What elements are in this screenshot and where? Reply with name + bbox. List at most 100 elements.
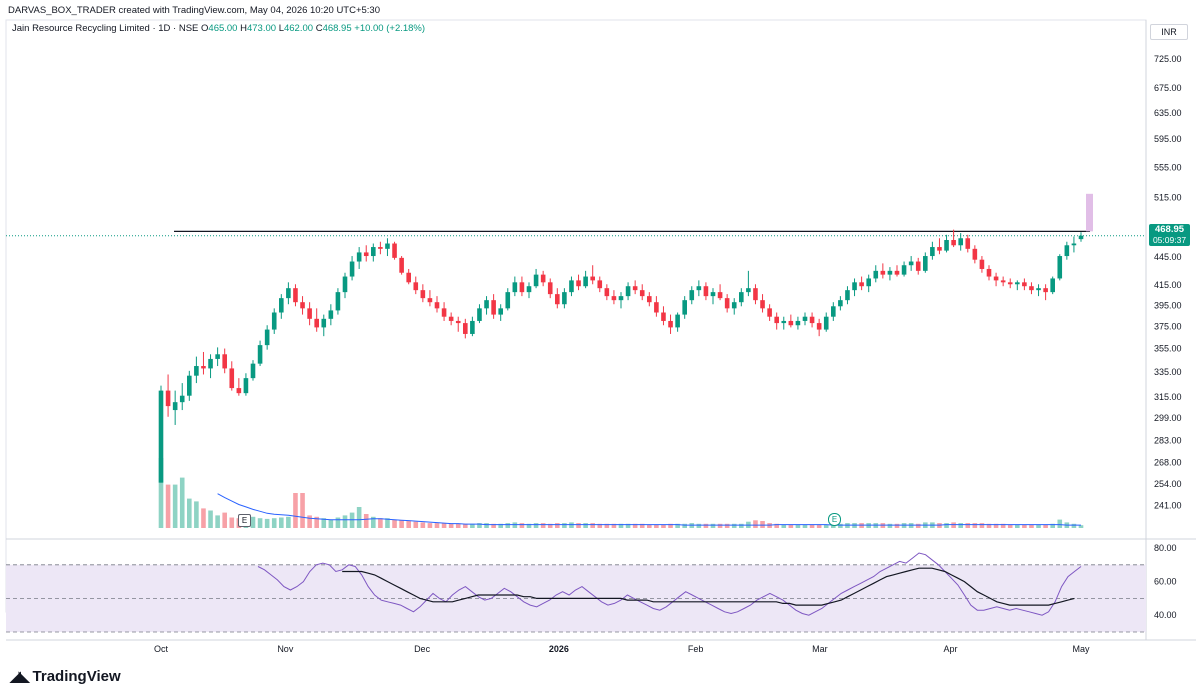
volume-bar <box>250 516 256 528</box>
last-price: 468.95 <box>1154 224 1185 235</box>
volume-bar <box>555 523 560 528</box>
candle-up <box>625 286 631 297</box>
candle-down <box>753 288 758 301</box>
candle-up <box>208 358 213 369</box>
tradingview-logo[interactable]: ◢◣ TradingView <box>10 668 121 685</box>
volume-bar <box>547 523 553 528</box>
volume-bar <box>894 523 900 528</box>
low-value: 462.00 <box>283 23 314 34</box>
candle-up <box>731 302 737 309</box>
volume-bar <box>505 523 511 528</box>
price-tick-label: 415.00 <box>1154 280 1182 290</box>
candle-up <box>901 265 907 275</box>
volume-bar <box>668 523 673 528</box>
candle-up <box>194 366 199 376</box>
candle-up <box>328 310 334 319</box>
volume-bar <box>172 484 178 528</box>
candle-up <box>562 292 567 305</box>
volume-bar <box>710 523 716 528</box>
candle-down <box>427 298 433 303</box>
candle-down <box>1043 288 1048 293</box>
candle-up <box>696 286 702 291</box>
volume-bar <box>257 518 263 528</box>
candle-up <box>908 261 914 266</box>
volume-bar <box>1000 523 1006 528</box>
volume-bar <box>512 522 518 528</box>
volume-bar <box>208 510 213 528</box>
volume-bar <box>1050 523 1055 528</box>
time-tick-label: Feb <box>688 644 704 654</box>
candle-down <box>314 318 319 328</box>
candle-up <box>1057 256 1063 279</box>
candle-down <box>993 276 999 281</box>
volume-bar <box>986 523 992 528</box>
open-value: 465.00 <box>208 23 238 34</box>
earnings-event-icon[interactable]: E <box>238 514 251 527</box>
time-tick-label: Nov <box>277 644 294 654</box>
rsi-ma-line <box>342 567 1075 606</box>
candle-down <box>774 316 779 324</box>
volume-bar <box>639 523 645 528</box>
candle-up <box>264 329 270 346</box>
candle-down <box>165 390 171 407</box>
candle-down <box>604 288 610 297</box>
volume-bar <box>392 519 397 528</box>
volume-bar <box>753 520 758 528</box>
volume-bar <box>484 523 489 528</box>
candle-down <box>986 268 992 277</box>
candle-up <box>498 308 503 315</box>
volume-bar <box>696 523 702 528</box>
tradingview-logo-icon: ◢◣ <box>10 668 29 684</box>
volume-bar <box>477 523 482 528</box>
earnings-event-icon[interactable]: E <box>828 513 841 526</box>
candle-up <box>682 300 687 315</box>
candle-down <box>555 294 560 305</box>
high-value: 473.00 <box>246 23 277 34</box>
candle-down <box>632 286 638 291</box>
candle-down <box>236 388 242 394</box>
time-tick-label: Dec <box>414 644 431 654</box>
price-tick-label: 315.00 <box>1154 392 1182 402</box>
close-label: C <box>315 23 323 34</box>
volume-bar <box>816 524 822 528</box>
volume-ma-line <box>217 493 1081 526</box>
candle-down <box>654 302 659 313</box>
candle-up <box>618 296 624 301</box>
volume-bar <box>1029 524 1034 528</box>
candle-down <box>434 302 440 309</box>
volume-bar <box>1057 519 1063 528</box>
candle-up <box>873 270 879 279</box>
candle-up <box>569 280 574 293</box>
candle-up <box>1036 288 1041 291</box>
candle-up <box>250 363 256 379</box>
candle-down <box>406 272 411 283</box>
candle-down <box>441 308 447 317</box>
volume-bar <box>279 517 284 528</box>
candle-up <box>958 238 963 246</box>
candle-down <box>937 247 942 251</box>
candle-down <box>1029 286 1034 291</box>
currency-button[interactable]: INR <box>1150 24 1188 40</box>
candle-down <box>420 290 426 299</box>
candle-down <box>222 354 227 369</box>
candle-up <box>1015 282 1020 285</box>
volume-bar <box>958 523 963 528</box>
price-tick-label: 283.00 <box>1154 435 1182 445</box>
candle-up <box>321 318 327 328</box>
candle-up <box>335 292 341 311</box>
volume-bar <box>363 514 369 528</box>
volume-bar <box>194 501 199 528</box>
volume-bar <box>264 518 270 528</box>
candle-down <box>972 248 978 260</box>
candle-up <box>746 288 751 293</box>
candle-down <box>300 302 305 309</box>
candle-down <box>399 257 404 273</box>
volume-bar <box>1015 524 1020 528</box>
volume-bar <box>519 523 525 528</box>
volume-bar <box>724 523 730 528</box>
price-tick-label: 299.00 <box>1154 413 1182 423</box>
candle-up <box>866 278 871 287</box>
candle-down <box>647 296 652 303</box>
volume-bar <box>703 523 709 528</box>
